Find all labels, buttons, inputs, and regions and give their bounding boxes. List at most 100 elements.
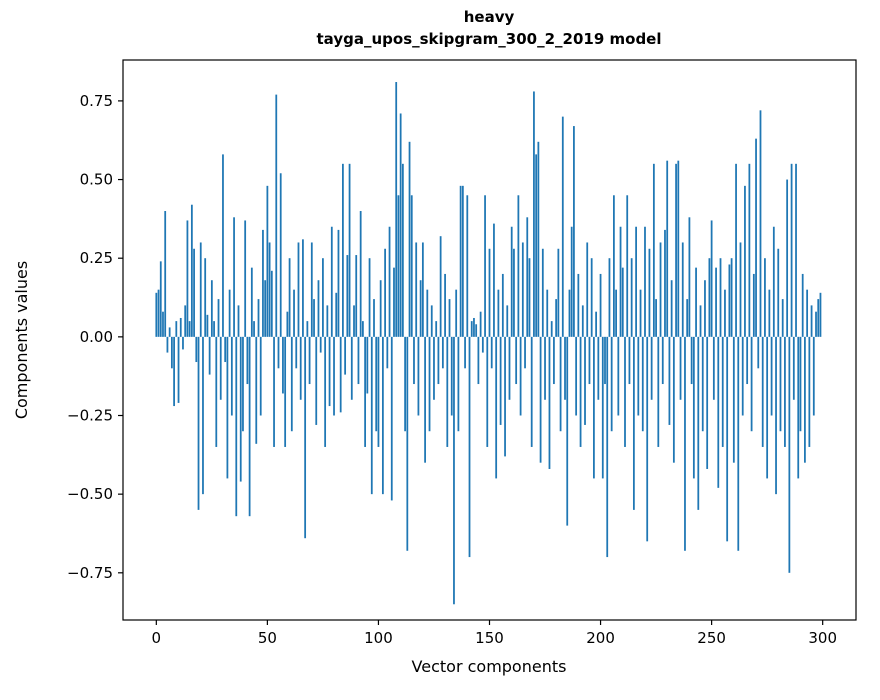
bar	[415, 242, 418, 337]
bar	[404, 336, 406, 432]
bar	[795, 163, 797, 337]
bar	[410, 195, 413, 337]
bar	[637, 336, 640, 416]
bar	[370, 336, 373, 495]
tick-label: 0.50	[80, 171, 113, 189]
bar	[630, 258, 633, 337]
bar	[590, 258, 593, 337]
bar	[610, 336, 613, 432]
bar	[801, 273, 804, 337]
bar	[570, 226, 573, 337]
bar	[455, 289, 458, 337]
bar	[330, 226, 333, 337]
bar	[195, 336, 198, 363]
bar	[155, 292, 158, 337]
bar	[444, 273, 446, 337]
bar	[304, 336, 307, 539]
bar	[470, 321, 473, 337]
bar	[242, 336, 244, 432]
bar	[679, 336, 682, 400]
bar	[359, 211, 362, 337]
bar	[537, 141, 540, 337]
bar	[426, 289, 429, 337]
bar	[788, 336, 791, 573]
bar	[259, 336, 262, 416]
tick-label: 300	[808, 629, 837, 647]
bar	[264, 280, 267, 337]
bar	[779, 336, 782, 432]
bar	[648, 248, 651, 337]
bar	[744, 185, 746, 337]
bar	[253, 321, 255, 337]
bar	[792, 336, 795, 400]
bar	[355, 255, 358, 337]
tick-label: 200	[586, 629, 615, 647]
bar	[162, 311, 164, 337]
bar	[533, 91, 535, 337]
bar	[775, 336, 777, 495]
bar	[299, 336, 302, 400]
bar	[781, 299, 784, 337]
bar-series	[155, 82, 822, 605]
bar	[157, 289, 160, 337]
bar	[497, 289, 500, 337]
bar	[675, 163, 677, 337]
bar	[579, 336, 582, 447]
bar	[615, 289, 617, 337]
bar	[601, 336, 604, 479]
bar	[708, 258, 711, 337]
bar	[506, 305, 509, 337]
bar	[666, 160, 669, 337]
bar	[535, 154, 538, 337]
bar	[799, 336, 802, 432]
bar	[406, 336, 409, 551]
bar	[417, 336, 420, 416]
bar	[366, 336, 369, 394]
bar	[604, 336, 606, 385]
bar	[379, 280, 382, 337]
bar	[390, 336, 393, 501]
bar	[308, 336, 311, 385]
bar	[555, 299, 558, 337]
bar	[477, 336, 480, 385]
bar	[559, 336, 562, 432]
bar	[433, 336, 435, 400]
bar	[566, 336, 569, 526]
bar	[626, 195, 629, 337]
bar	[328, 336, 331, 407]
x-axis-label: Vector components	[412, 657, 567, 676]
bar	[784, 336, 786, 447]
bar	[319, 336, 322, 353]
bar	[395, 82, 398, 337]
tick-label: 0	[152, 629, 162, 647]
chart-title-line2: tayga_upos_skipgram_300_2_2019 model	[317, 30, 662, 48]
bar	[421, 242, 424, 337]
bar	[804, 336, 806, 463]
bar	[517, 195, 520, 337]
bar	[737, 336, 740, 551]
bar	[437, 336, 440, 385]
bar	[759, 110, 762, 337]
bar	[568, 289, 571, 337]
bar	[577, 273, 580, 337]
bar	[768, 289, 771, 337]
bar	[581, 305, 584, 337]
bar	[575, 336, 578, 416]
bar	[710, 220, 713, 337]
bar	[342, 163, 344, 337]
bar	[450, 336, 453, 416]
bar	[772, 226, 775, 337]
bar	[357, 336, 360, 385]
bar	[222, 154, 224, 337]
tick-label: 250	[697, 629, 726, 647]
bar	[613, 195, 615, 337]
bar	[262, 229, 264, 337]
bar	[373, 299, 375, 337]
bar	[748, 163, 751, 337]
bar	[664, 229, 666, 337]
bar	[246, 336, 249, 385]
bar	[495, 336, 498, 479]
bar	[250, 267, 253, 337]
bar	[526, 217, 529, 337]
